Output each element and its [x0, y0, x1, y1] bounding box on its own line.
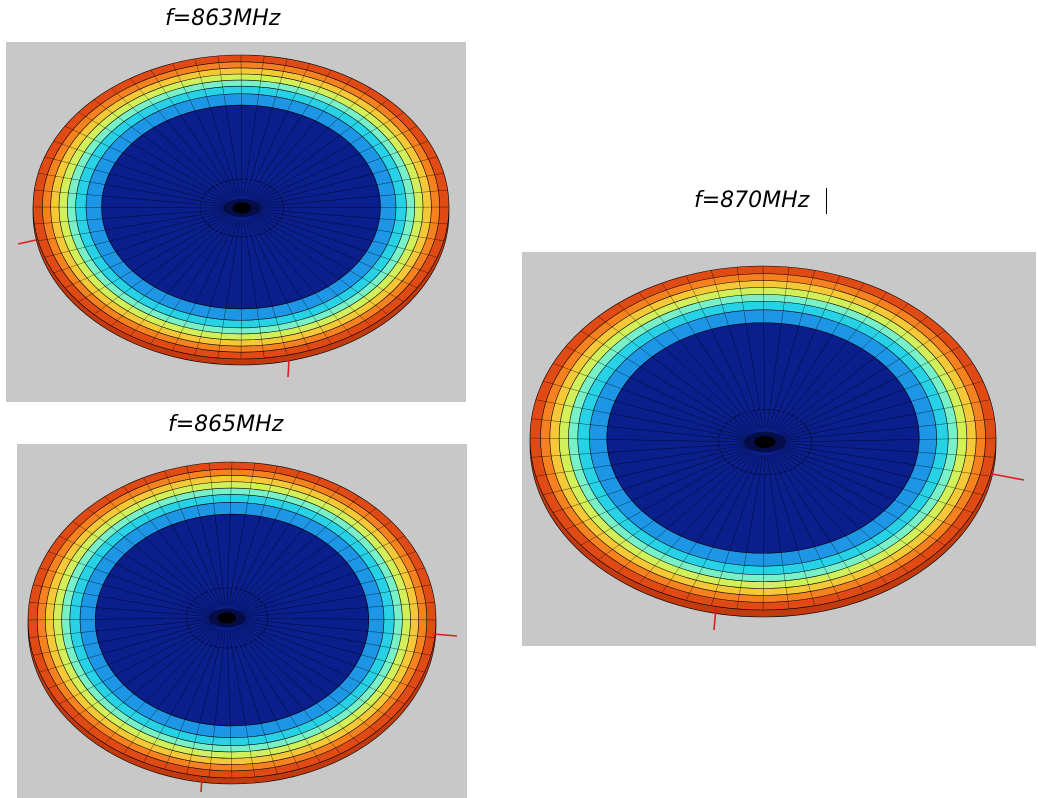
panel-863-title: f=863MHz: [165, 6, 281, 31]
disk-865-hotspot-core: [217, 612, 237, 624]
disk-870-axis-1: [713, 606, 717, 631]
disk-863-hotspot-core: [232, 202, 252, 214]
radiation-pattern-870: [529, 265, 1025, 631]
disk-865-feed-outline: [185, 587, 269, 649]
disk-865-axis-0: [432, 633, 458, 637]
text-cursor: [826, 188, 827, 214]
disk-870-hotspot-core: [754, 435, 776, 449]
radiation-pattern-863: [17, 54, 450, 378]
panel-865-plot: [17, 444, 467, 798]
disk-870-mesh: [529, 265, 997, 611]
disk-865-mesh: [27, 461, 437, 779]
disk-863-axis-1: [287, 359, 290, 378]
panel-865-title: f=865MHz: [168, 412, 284, 437]
panel-870-plot: [522, 252, 1036, 646]
disk-863-axis-0: [17, 239, 37, 245]
disk-865-axis-1: [200, 776, 203, 793]
disk-863-feed-outline: [199, 178, 284, 238]
disk-863-mesh: [32, 54, 450, 360]
panel-870-title: f=870MHz: [694, 188, 810, 213]
panel-863-plot: [6, 42, 466, 402]
disk-870-axis-0: [991, 473, 1025, 481]
radiation-pattern-865: [27, 461, 458, 793]
disk-870-feed-outline: [717, 408, 812, 476]
